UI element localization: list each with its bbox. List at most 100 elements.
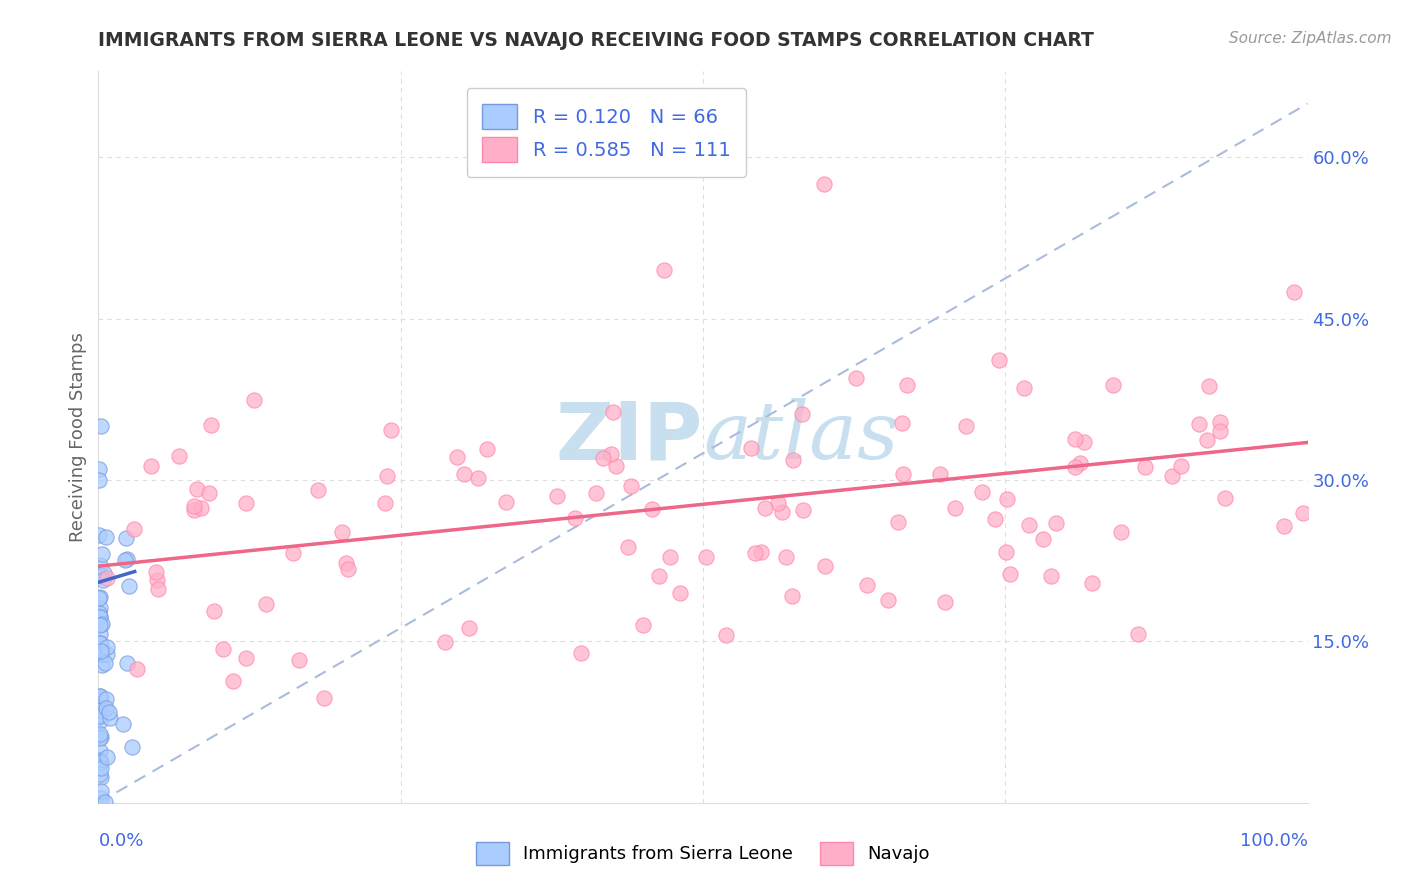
Point: [90, 731, 112, 745]
Point: [569, 646, 592, 660]
Point: [235, 496, 257, 510]
Point: [146, 573, 169, 587]
Point: [1040, 569, 1063, 583]
Point: [90, 791, 112, 805]
Point: [90, 644, 112, 658]
Point: [1126, 626, 1149, 640]
Point: [984, 512, 1007, 526]
Point: [167, 449, 190, 463]
Point: [1073, 434, 1095, 449]
Point: [89, 689, 111, 703]
Point: [89, 609, 111, 624]
Point: [335, 556, 357, 570]
Point: [94, 530, 117, 544]
Point: [111, 717, 134, 731]
Point: [115, 552, 138, 566]
Point: [183, 502, 205, 516]
Point: [89, 636, 111, 650]
Point: [89, 601, 111, 615]
Point: [633, 617, 655, 632]
Point: [283, 546, 305, 560]
Point: [1272, 519, 1295, 533]
Legend: R = 0.120   N = 66, R = 0.585   N = 111: R = 0.120 N = 66, R = 0.585 N = 111: [467, 88, 747, 178]
Point: [89, 462, 111, 476]
Point: [121, 739, 143, 754]
Text: 0.0%: 0.0%: [98, 832, 143, 850]
Point: [90, 647, 112, 661]
Point: [934, 595, 956, 609]
Point: [995, 491, 1018, 506]
Point: [1045, 516, 1067, 531]
Point: [115, 656, 138, 670]
Point: [91, 641, 114, 656]
Point: [1161, 469, 1184, 483]
Point: [1109, 525, 1132, 540]
Point: [896, 378, 918, 392]
Point: [90, 569, 112, 583]
Point: [127, 662, 149, 676]
Point: [495, 495, 517, 509]
Point: [592, 451, 614, 466]
Point: [744, 546, 766, 560]
Point: [891, 416, 914, 430]
Point: [87, 608, 110, 623]
Point: [659, 549, 682, 564]
Point: [648, 568, 671, 582]
Text: Source: ZipAtlas.com: Source: ZipAtlas.com: [1229, 31, 1392, 46]
Point: [330, 524, 353, 539]
Point: [94, 656, 117, 670]
Point: [190, 500, 212, 515]
Point: [458, 621, 481, 635]
Point: [96, 571, 118, 585]
Point: [89, 714, 111, 728]
Point: [90, 755, 112, 769]
Point: [96, 647, 118, 661]
Point: [98, 705, 121, 719]
Point: [998, 567, 1021, 582]
Text: atlas: atlas: [703, 399, 898, 475]
Point: [202, 604, 225, 618]
Point: [89, 755, 111, 769]
Point: [995, 545, 1018, 559]
Point: [90, 700, 112, 714]
Point: [669, 586, 692, 600]
Y-axis label: Receiving Food Stamps: Receiving Food Stamps: [69, 332, 87, 542]
Point: [652, 262, 675, 277]
Text: ZIP: ZIP: [555, 398, 703, 476]
Point: [222, 674, 245, 689]
Point: [600, 447, 623, 461]
Point: [145, 565, 167, 579]
Point: [620, 478, 643, 492]
Point: [254, 597, 277, 611]
Point: [90, 699, 112, 714]
Point: [90, 761, 112, 775]
Point: [1032, 533, 1054, 547]
Legend: Immigrants from Sierra Leone, Navajo: Immigrants from Sierra Leone, Navajo: [467, 833, 939, 874]
Point: [768, 496, 790, 510]
Point: [314, 691, 336, 706]
Point: [1195, 433, 1218, 447]
Point: [87, 591, 110, 605]
Point: [90, 770, 112, 784]
Point: [782, 453, 804, 467]
Point: [617, 540, 640, 554]
Text: 100.0%: 100.0%: [1240, 832, 1308, 850]
Point: [186, 482, 208, 496]
Point: [91, 573, 114, 587]
Point: [89, 568, 111, 582]
Point: [929, 467, 952, 482]
Point: [89, 689, 111, 703]
Point: [89, 473, 111, 487]
Point: [96, 640, 118, 655]
Point: [90, 657, 112, 672]
Point: [89, 743, 111, 757]
Point: [90, 419, 112, 434]
Point: [235, 650, 257, 665]
Point: [1102, 378, 1125, 392]
Point: [89, 753, 111, 767]
Point: [1209, 424, 1232, 438]
Point: [89, 731, 111, 745]
Point: [89, 726, 111, 740]
Point: [467, 471, 489, 485]
Point: [96, 700, 118, 714]
